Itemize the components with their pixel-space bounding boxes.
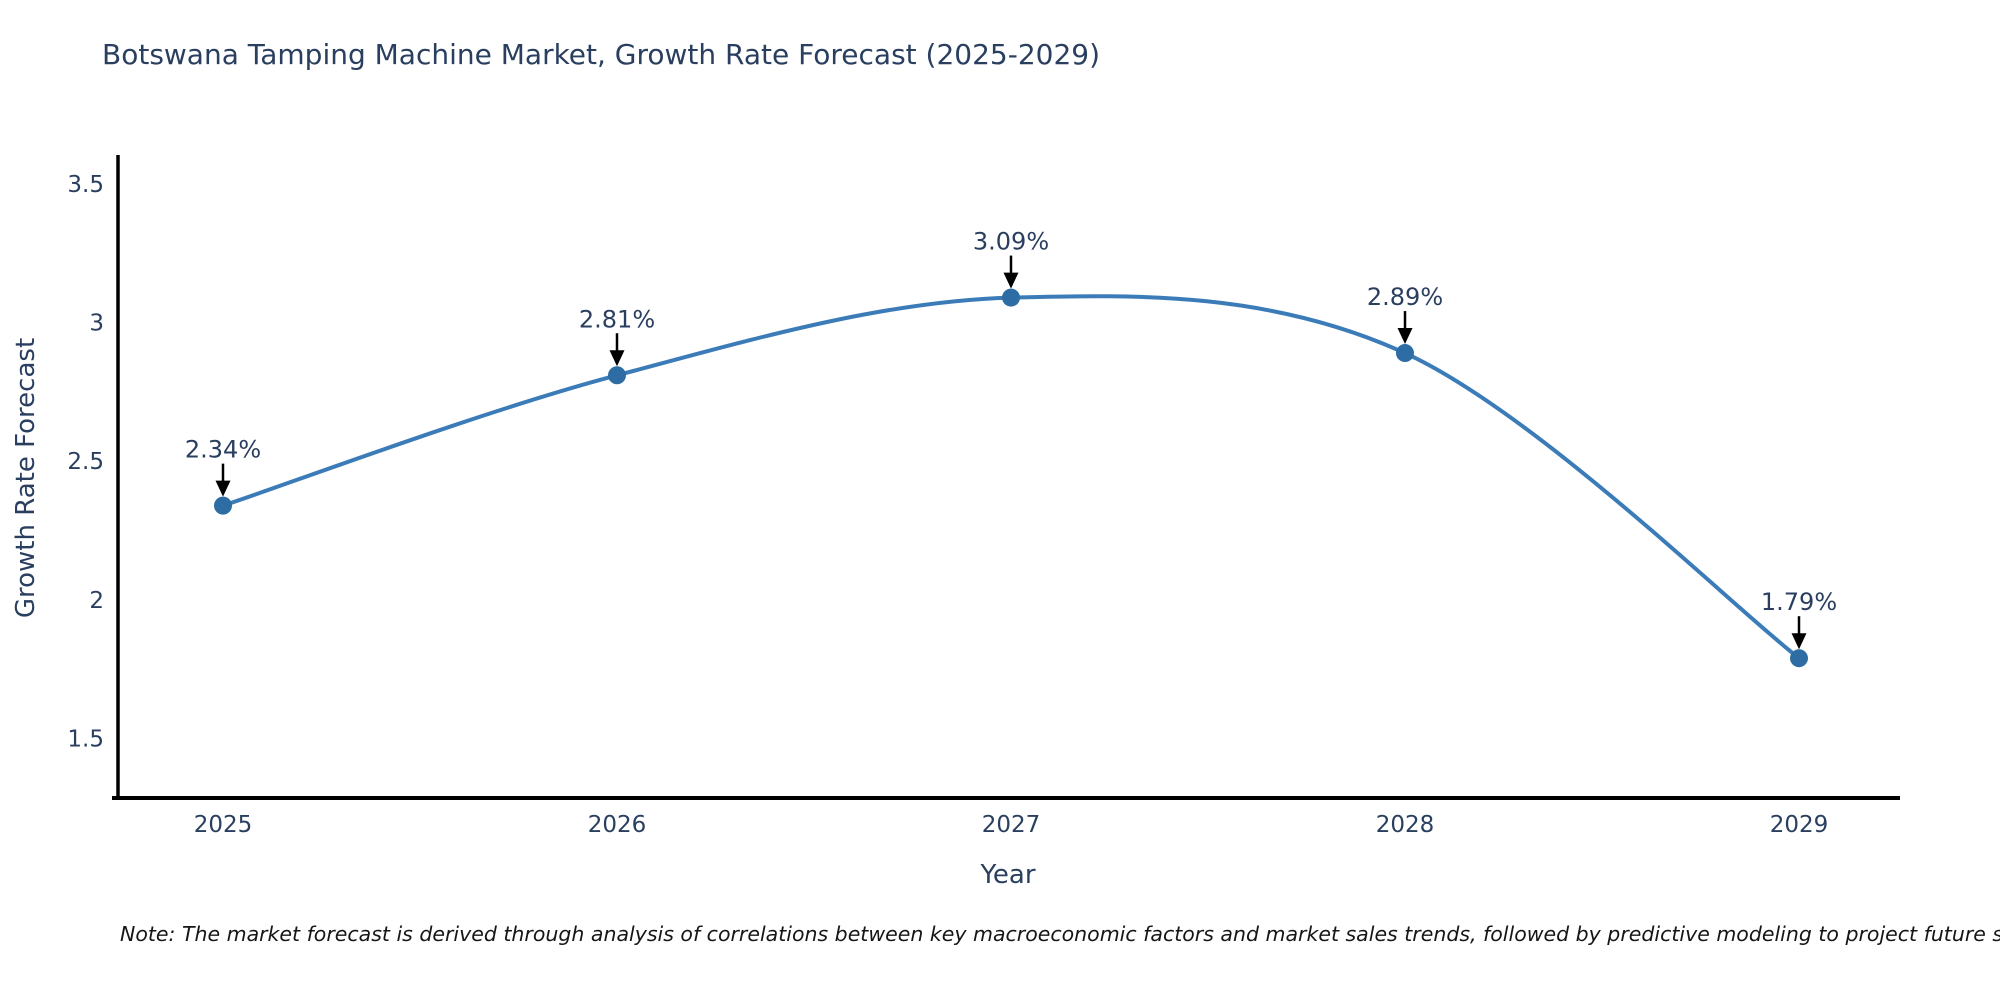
data-point xyxy=(1396,344,1414,363)
annotation-arrowhead xyxy=(1791,633,1807,650)
x-tick-label: 2025 xyxy=(194,812,253,838)
annotation-arrowhead xyxy=(1003,272,1019,289)
y-tick-label: 1.5 xyxy=(67,727,104,753)
x-tick-label: 2028 xyxy=(1376,812,1435,838)
y-tick-label: 3 xyxy=(89,311,104,337)
data-point xyxy=(214,496,232,515)
data-point xyxy=(608,366,626,385)
x-tick-label: 2027 xyxy=(982,812,1041,838)
y-tick-label: 3.5 xyxy=(67,172,104,198)
y-tick-label: 2 xyxy=(89,588,104,614)
annotation-arrowhead xyxy=(609,350,625,367)
chart-title: Botswana Tamping Machine Market, Growth … xyxy=(102,38,1101,71)
annotation-arrowhead xyxy=(1397,328,1413,345)
x-tick-label: 2026 xyxy=(588,812,647,838)
data-point xyxy=(1790,649,1808,668)
point-value-label: 2.89% xyxy=(1367,283,1443,311)
point-value-label: 3.09% xyxy=(973,228,1049,256)
line-series xyxy=(221,294,1801,661)
note-text: Note: The market forecast is derived thr… xyxy=(120,922,2000,946)
x-axis-title: Year xyxy=(980,860,1036,890)
data-point xyxy=(1002,288,1020,307)
x-tick-label: 2029 xyxy=(1770,812,1829,838)
y-tick-label: 2.5 xyxy=(67,449,104,475)
y-axis-title: Growth Rate Forecast xyxy=(11,337,41,619)
point-value-label: 2.34% xyxy=(185,436,261,464)
point-value-label: 2.81% xyxy=(579,305,655,333)
point-value-label: 1.79% xyxy=(1761,588,1837,616)
annotation-arrowhead xyxy=(215,480,231,497)
